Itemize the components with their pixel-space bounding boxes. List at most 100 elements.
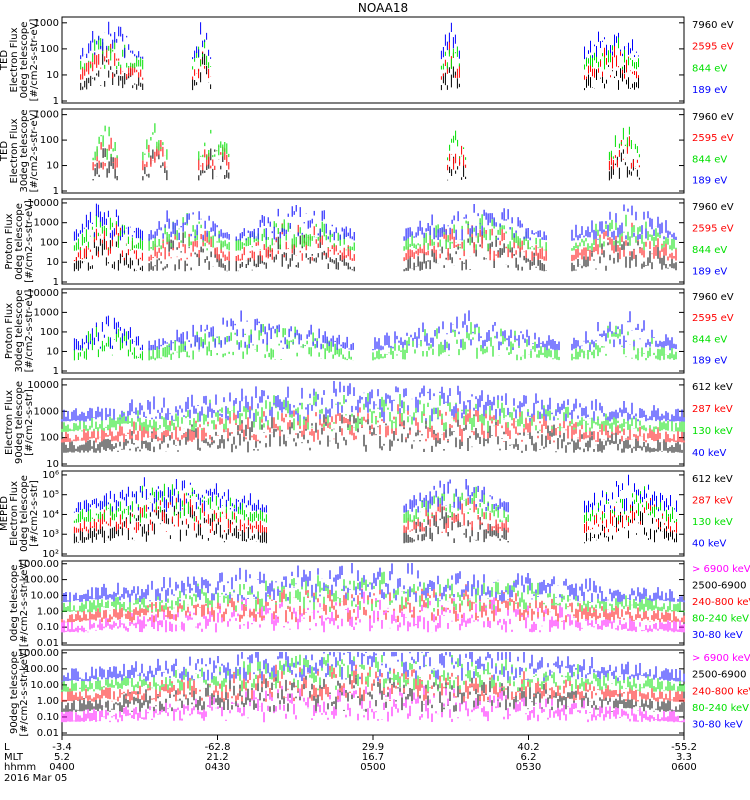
y-axis-label-line: [#/cm2-s-str-eV] <box>29 19 40 102</box>
y-tick-label: 100.00 <box>24 575 59 586</box>
series-mark <box>198 129 230 161</box>
y-axis-label-line: [#/cm2-s-str] <box>29 480 40 547</box>
series-mark <box>403 221 547 262</box>
legend-entry: 2595 eV <box>692 133 734 144</box>
series-mark <box>447 156 467 181</box>
series-mark <box>571 325 677 361</box>
y-axis-label-line: [#/cm2-s-str-eV] <box>24 200 35 283</box>
y-axis-label-line: Proton Flux <box>4 213 15 269</box>
series-mark <box>73 203 143 241</box>
y-axis-label-line: TED <box>0 50 10 71</box>
y-tick-label: 10² <box>42 549 59 560</box>
y-tick-label: 10⁶ <box>42 470 59 481</box>
y-tick-label: 10 <box>46 459 59 470</box>
series-mark <box>80 52 144 91</box>
y-tick-label: 100 <box>40 433 59 444</box>
legend-entry: 2595 eV <box>692 223 734 234</box>
series-mark <box>61 391 685 433</box>
x-tick-label-hhmm: 0430 <box>205 762 230 773</box>
series-mark <box>571 311 677 351</box>
series-mark <box>148 210 230 241</box>
x-row-label: MLT <box>4 752 24 763</box>
y-axis-label-line: 90deg telescope <box>14 381 25 464</box>
y-tick-label: 1000.00 <box>18 648 59 659</box>
series-mark <box>148 310 354 351</box>
series-mark <box>372 310 560 351</box>
series-mark <box>192 39 212 70</box>
series-mark <box>73 315 143 351</box>
series-mark <box>235 205 355 241</box>
y-tick-label: 1.00 <box>37 606 59 617</box>
series-mark <box>235 219 355 251</box>
series-mark <box>440 41 460 80</box>
legend-entry: 612 keV <box>692 382 733 393</box>
series-mark <box>447 145 467 171</box>
series-mark <box>61 591 685 633</box>
series-mark <box>61 652 685 682</box>
series-magenta <box>61 684 685 723</box>
legend-entry: 30-80 keV <box>692 630 743 641</box>
series-mark <box>142 123 168 161</box>
y-tick-label: 1.00 <box>37 696 59 707</box>
x-tick-label-hhmm: 0400 <box>49 762 74 773</box>
y-axis-label: Electron Flux 90deg telescope [#/cm2-s-str… <box>4 381 35 464</box>
y-axis-label-line: [#/cm2-s-str] <box>24 389 35 456</box>
x-tick-label-hhmm: 0530 <box>516 762 541 773</box>
panel-frame <box>61 649 685 736</box>
legend-entry: 7960 eV <box>692 112 734 123</box>
series-red <box>80 41 639 80</box>
series-blue <box>73 203 677 241</box>
y-tick-label: 10000 <box>27 288 59 299</box>
x-row-label: hhmm <box>4 762 36 773</box>
x-tick-label-mlt: 5.2 <box>54 752 70 763</box>
legend-entry: 2595 eV <box>692 42 734 53</box>
series-mark <box>584 474 677 513</box>
series-black <box>61 673 685 712</box>
series-red <box>92 136 640 171</box>
y-axis-label-line: Proton Flux <box>4 303 15 359</box>
y-tick-label: 10³ <box>42 529 59 540</box>
series-mark <box>440 22 460 60</box>
x-tick-label-mlt: 6.2 <box>521 752 537 763</box>
series-mark <box>584 65 639 91</box>
legend-entry: 844 eV <box>692 154 727 165</box>
x-tick-label-l: -62.8 <box>205 742 231 753</box>
legend-entry: 80-240 keV <box>692 613 749 624</box>
series-mark <box>73 505 267 544</box>
series-mark <box>447 130 467 161</box>
series-blue <box>80 21 639 60</box>
series-black <box>73 231 677 272</box>
x-tick-label-hhmm: 0500 <box>360 762 385 773</box>
y-tick-label: 1 <box>53 186 59 197</box>
series-mark <box>584 486 677 523</box>
series-blue <box>73 474 677 513</box>
y-axis-label: 90deg telescope [#/cm2-s-str-keV] <box>9 648 30 736</box>
series-blue <box>61 381 685 422</box>
legend-entry: 7960 eV <box>692 202 734 213</box>
y-tick-label: 0.10 <box>37 712 59 723</box>
series-mark <box>80 36 144 70</box>
y-axis-label-line: 30deg telescope <box>14 289 25 372</box>
y-tick-label: 100 <box>40 44 59 55</box>
series-mark <box>80 21 144 60</box>
y-tick-label: 1 <box>53 366 59 377</box>
legend-entry: 40 keV <box>692 538 726 549</box>
series-blue <box>61 563 685 603</box>
y-tick-label: 10.00 <box>30 680 59 691</box>
y-axis-label-line: TED <box>0 141 10 162</box>
y-axis-label-line: 0deg telescope <box>19 475 30 552</box>
y-tick-label: 1 <box>53 277 59 288</box>
y-axis-label-line: Electron Flux <box>4 390 15 455</box>
panels-group: 1 10 100 1000 TED Electron Flux 0deg telescope… <box>0 16 750 739</box>
legend-entry: 844 eV <box>692 334 727 345</box>
series-mark <box>61 673 685 712</box>
series-mark <box>608 126 640 161</box>
y-axis-label: Proton Flux 30deg telescope [#/cm2-s-str-e… <box>4 289 35 372</box>
y-tick-label: 1000 <box>34 18 59 29</box>
series-mark <box>92 125 118 161</box>
legend-entry: 287 keV <box>692 404 733 415</box>
